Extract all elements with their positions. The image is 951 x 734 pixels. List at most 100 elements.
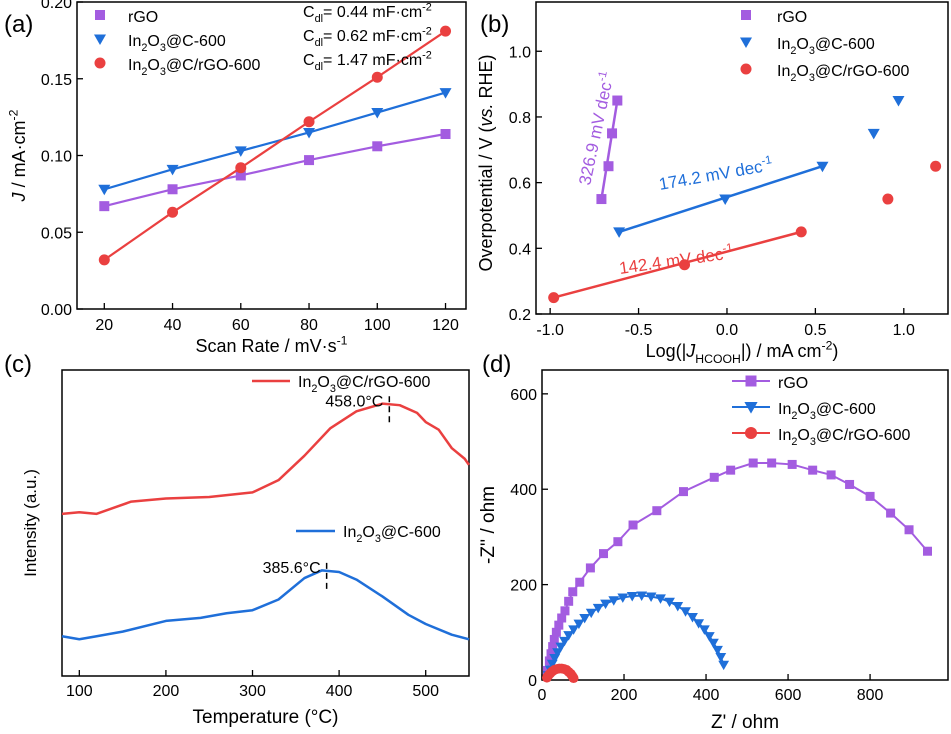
text-part: = 1.47 mF·cm xyxy=(323,52,422,69)
text-part: @C-600 xyxy=(815,36,875,53)
data-point xyxy=(563,631,575,641)
data-point xyxy=(167,206,179,218)
x-axis-label: Scan Rate / mV·s-1 xyxy=(196,333,348,356)
data-point xyxy=(672,602,684,612)
text-part: 2 xyxy=(791,410,797,422)
text-part: In xyxy=(128,57,141,74)
legend-label: In2O3@C-600 xyxy=(128,33,226,54)
legend-label: In2O3@C/rGO-600 xyxy=(298,374,431,395)
y-tick-label: 0.4 xyxy=(509,241,531,258)
legend-label: In2O3@C-600 xyxy=(343,524,441,545)
text-part: J xyxy=(9,191,29,202)
y-axis-label: Overpotential / V (vs. RHE) xyxy=(476,54,496,271)
data-point xyxy=(679,259,691,271)
text-part: 3 xyxy=(809,72,815,84)
y-tick-label: 0 xyxy=(528,673,537,690)
x-tick-label: 500 xyxy=(412,683,439,700)
data-point xyxy=(546,649,556,659)
text-part: 3 xyxy=(810,436,816,448)
x-tick-label: 200 xyxy=(611,687,638,704)
data-point xyxy=(865,491,875,501)
x-tick-label: 80 xyxy=(300,317,318,334)
legend-label: rGO xyxy=(777,9,807,26)
x-tick-label: 0.0 xyxy=(716,322,738,339)
y-tick-label: 1.0 xyxy=(509,44,531,61)
data-point xyxy=(548,642,558,652)
data-point xyxy=(687,612,698,623)
text-part: 3 xyxy=(810,410,816,422)
data-point xyxy=(592,603,604,614)
text-part: Overpotential / V ( xyxy=(476,126,496,271)
plot-frame xyxy=(61,369,470,677)
data-point xyxy=(652,506,662,516)
legend-label: In2O3@C/rGO-600 xyxy=(777,63,910,84)
text-part: O xyxy=(317,374,329,391)
data-point xyxy=(693,619,705,629)
x-tick-label: -1.0 xyxy=(536,322,564,339)
text-part: @C/rGO-600 xyxy=(166,57,261,74)
text-part: -1 xyxy=(596,70,610,83)
x-tick-label: 100 xyxy=(66,683,93,700)
text-part: = 0.62 mF·cm xyxy=(323,28,422,45)
peak-temperature-label: 458.0°C xyxy=(325,393,383,410)
x-axis-label: Log(|JHCOOH|) / mA cm-2) xyxy=(646,338,839,365)
x-tick-label: 20 xyxy=(95,317,113,334)
data-point xyxy=(303,116,315,128)
data-point xyxy=(664,597,675,608)
legend-marker xyxy=(740,63,752,75)
data-point xyxy=(882,193,894,205)
text-part: 2 xyxy=(791,436,797,448)
data-point xyxy=(549,634,559,644)
data-point xyxy=(930,160,942,172)
data-point xyxy=(886,508,896,518)
text-part: @C/rGO-600 xyxy=(336,374,431,391)
series-line-1 xyxy=(103,91,446,191)
data-point xyxy=(548,292,560,304)
data-point xyxy=(440,129,451,140)
tpd-curve-1 xyxy=(61,569,470,641)
data-point xyxy=(600,599,611,610)
text-part: O xyxy=(796,63,808,80)
text-part: -2 xyxy=(6,109,20,120)
text-part: O xyxy=(797,401,809,418)
data-point xyxy=(98,254,110,266)
data-point xyxy=(748,458,758,468)
text-part: O xyxy=(796,36,808,53)
text-part: 2 xyxy=(356,533,362,545)
panel-b: (b) -1.0 -0.5 0.0 0.5 1.0 0.2 0.4 0.6 0.8 1.0 Log(|… xyxy=(476,1,949,366)
y-axis-label: Intensity (a.u.) xyxy=(21,469,40,577)
tafel-slope-label: 142.4 mV dec-1 xyxy=(618,242,735,278)
x-tick-label: 400 xyxy=(326,683,353,700)
text-part: -1 xyxy=(337,333,348,347)
tafel-fit-line-2 xyxy=(553,230,802,299)
text-part: J xyxy=(685,341,696,361)
data-point xyxy=(585,563,595,573)
data-point xyxy=(235,162,247,174)
legend-label: In2O3@C-600 xyxy=(777,36,875,57)
legend-marker xyxy=(741,10,751,20)
data-point xyxy=(608,596,620,606)
text-part: 3 xyxy=(160,66,166,78)
data-point xyxy=(612,95,623,106)
text-part: / mA·cm xyxy=(9,120,29,192)
data-point xyxy=(699,625,710,635)
data-point xyxy=(680,607,691,617)
y-tick-label: 0.05 xyxy=(41,225,72,242)
legend-label: In2O3@C/rGO-600 xyxy=(128,57,261,78)
data-point xyxy=(371,71,383,83)
x-tick-label: 200 xyxy=(153,683,180,700)
x-tick-label: 0.5 xyxy=(804,322,826,339)
data-point xyxy=(568,673,579,684)
legend-label: rGO xyxy=(128,9,158,26)
legend-marker xyxy=(95,10,105,20)
nyquist-curve-1 xyxy=(547,594,725,676)
peak-temperature-label: 385.6°C xyxy=(263,560,321,577)
data-point xyxy=(787,459,797,469)
text-part: 3 xyxy=(330,383,336,395)
data-point xyxy=(372,141,383,152)
data-point xyxy=(816,161,829,173)
data-point xyxy=(617,593,629,603)
data-point xyxy=(607,128,618,139)
data-point xyxy=(568,587,578,597)
text-part: HCOOH xyxy=(695,352,741,366)
